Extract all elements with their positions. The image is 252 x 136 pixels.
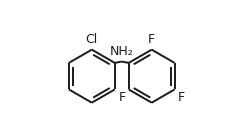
Text: F: F	[177, 91, 184, 104]
Text: F: F	[147, 33, 155, 46]
Text: Cl: Cl	[85, 33, 98, 46]
Text: NH₂: NH₂	[109, 45, 133, 58]
Text: F: F	[118, 91, 125, 104]
